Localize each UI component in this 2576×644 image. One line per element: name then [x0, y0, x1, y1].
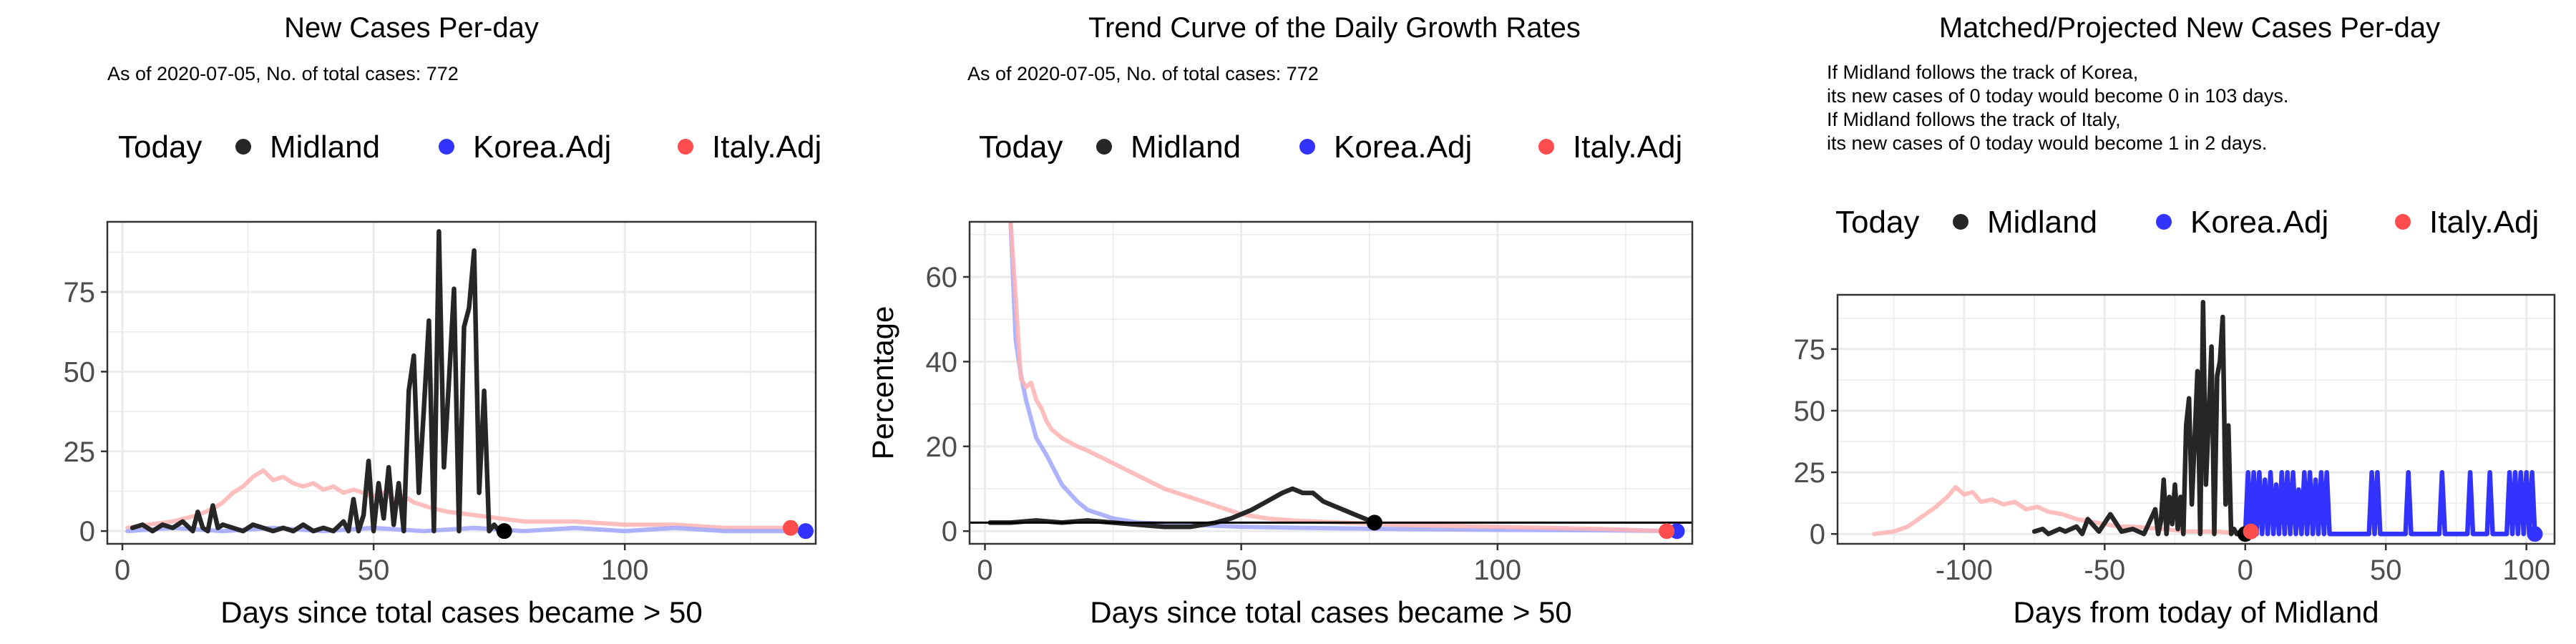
series-group — [1872, 300, 2537, 537]
legend-marker — [235, 139, 251, 155]
series-korea-adj-line — [125, 525, 808, 534]
chart-panel-1: New Cases Per-day As of 2020-07-05, No. o… — [64, 12, 822, 629]
legend-entry: Korea.Adj — [1334, 130, 1472, 165]
y-tick-label: 50 — [1794, 396, 1826, 427]
plot-border — [968, 220, 1694, 545]
x-tick-label: 50 — [1225, 555, 1257, 586]
y-tick-label: 0 — [1810, 519, 1825, 550]
y-tick-label: 0 — [942, 516, 957, 547]
series-italy-adj-line — [1872, 484, 2248, 537]
today-points — [496, 519, 814, 540]
chart-subtitle-line: If Midland follows the track of Korea, — [1827, 62, 2138, 83]
x-tick-label: 50 — [358, 555, 390, 586]
chart-title: New Cases Per-day — [284, 12, 539, 44]
legend-entry: Midland — [270, 130, 380, 165]
x-tick-label: 100 — [1473, 555, 1521, 586]
axis-ticks: -100 -50 0 50 100 0 25 50 75 — [1794, 334, 2551, 586]
chart-subtitle-line: If Midland follows the track of Italy, — [1827, 109, 2121, 130]
series-korea-adj-line — [1008, 222, 1679, 534]
x-tick-label: 0 — [114, 555, 130, 586]
legend-title: Today — [979, 130, 1063, 165]
x-tick-label: 100 — [601, 555, 649, 586]
series-italy-adj-line — [125, 468, 793, 530]
y-tick-label: 25 — [64, 436, 96, 468]
series-midland-line — [987, 486, 1377, 530]
axis-ticks: 0 50 100 0 20 40 60 — [926, 262, 1522, 586]
legend-marker — [678, 139, 693, 155]
legend-title: Today — [118, 130, 202, 165]
axis-ticks: 0 50 100 0 25 50 75 — [64, 277, 649, 586]
x-tick-label: -50 — [2084, 555, 2125, 586]
series-group — [125, 229, 808, 534]
y-tick-label: 75 — [1794, 334, 1826, 366]
legend-marker — [439, 139, 454, 155]
chart-title: Trend Curve of the Daily Growth Rates — [1088, 12, 1581, 44]
today-point-italy-adj — [2243, 523, 2259, 540]
legend-marker — [2156, 214, 2172, 230]
plot-border — [106, 220, 817, 545]
y-axis-label: Percentage — [866, 306, 899, 460]
legend-marker — [1096, 139, 1112, 155]
chart-panel-3: Matched/Projected New Cases Per-day If Mi… — [1794, 12, 2556, 629]
legend-entry: Midland — [1131, 130, 1241, 165]
plot-border — [1836, 293, 2556, 545]
today-point-italy-adj — [782, 519, 799, 536]
grid — [970, 222, 1692, 544]
legend-title: Today — [1835, 205, 1919, 240]
today-point-midland — [1366, 514, 1382, 531]
y-tick-label: 25 — [1794, 457, 1826, 489]
legend-entry: Korea.Adj — [2190, 205, 2328, 240]
y-tick-label: 20 — [926, 431, 958, 463]
x-axis-label: Days since total cases became > 50 — [1090, 595, 1572, 629]
chart-panel-2: Trend Curve of the Daily Growth Rates As … — [866, 12, 1694, 629]
legend-entry: Korea.Adj — [473, 130, 611, 165]
x-axis-label: Days from today of Midland — [2013, 595, 2379, 629]
legend-marker — [1953, 214, 1968, 230]
chart-subtitle-line: its new cases of 0 today would become 0 … — [1827, 85, 2288, 107]
chart-title: Matched/Projected New Cases Per-day — [1939, 12, 2440, 44]
today-point-korea-adj — [2527, 526, 2543, 542]
y-tick-label: 40 — [926, 346, 958, 378]
y-tick-label: 0 — [79, 516, 95, 547]
legend-entry: Italy.Adj — [1573, 130, 1682, 165]
x-axis-label: Days since total cases became > 50 — [220, 595, 703, 629]
x-tick-label: 0 — [977, 555, 992, 586]
x-tick-label: -100 — [1936, 555, 1993, 586]
y-tick-label: 50 — [64, 356, 96, 388]
today-point-midland — [496, 523, 512, 540]
legend-entry: Italy.Adj — [712, 130, 821, 165]
x-tick-label: 100 — [2502, 555, 2550, 586]
chart-subtitle-line: As of 2020-07-05, No. of total cases: 77… — [107, 63, 459, 84]
legend-marker — [1299, 139, 1315, 155]
today-point-italy-adj — [1659, 523, 1675, 540]
plot-background — [970, 222, 1692, 544]
legend: Today Midland Korea.Adj Italy.Adj — [979, 130, 1682, 165]
today-points — [2237, 523, 2543, 542]
legend-marker — [1538, 139, 1554, 155]
chart-subtitle-line: As of 2020-07-05, No. of total cases: 77… — [967, 63, 1319, 84]
series-korea-adj-line — [2243, 469, 2537, 537]
legend: Today Midland Korea.Adj Italy.Adj — [1835, 205, 2539, 240]
chart-subtitle-line: its new cases of 0 today would become 1 … — [1827, 132, 2267, 154]
x-tick-label: 0 — [2238, 555, 2253, 586]
legend-entry: Italy.Adj — [2429, 205, 2539, 240]
series-midland-line — [2031, 300, 2248, 537]
legend-marker — [2395, 214, 2411, 230]
y-tick-label: 60 — [926, 262, 958, 293]
x-tick-label: 50 — [2370, 555, 2402, 586]
legend-entry: Midland — [1987, 205, 2097, 240]
y-tick-label: 75 — [64, 277, 96, 308]
series-midland-line — [130, 229, 507, 534]
today-points — [1366, 514, 1685, 540]
legend: Today Midland Korea.Adj Italy.Adj — [118, 130, 821, 165]
today-point-korea-adj — [797, 523, 814, 540]
